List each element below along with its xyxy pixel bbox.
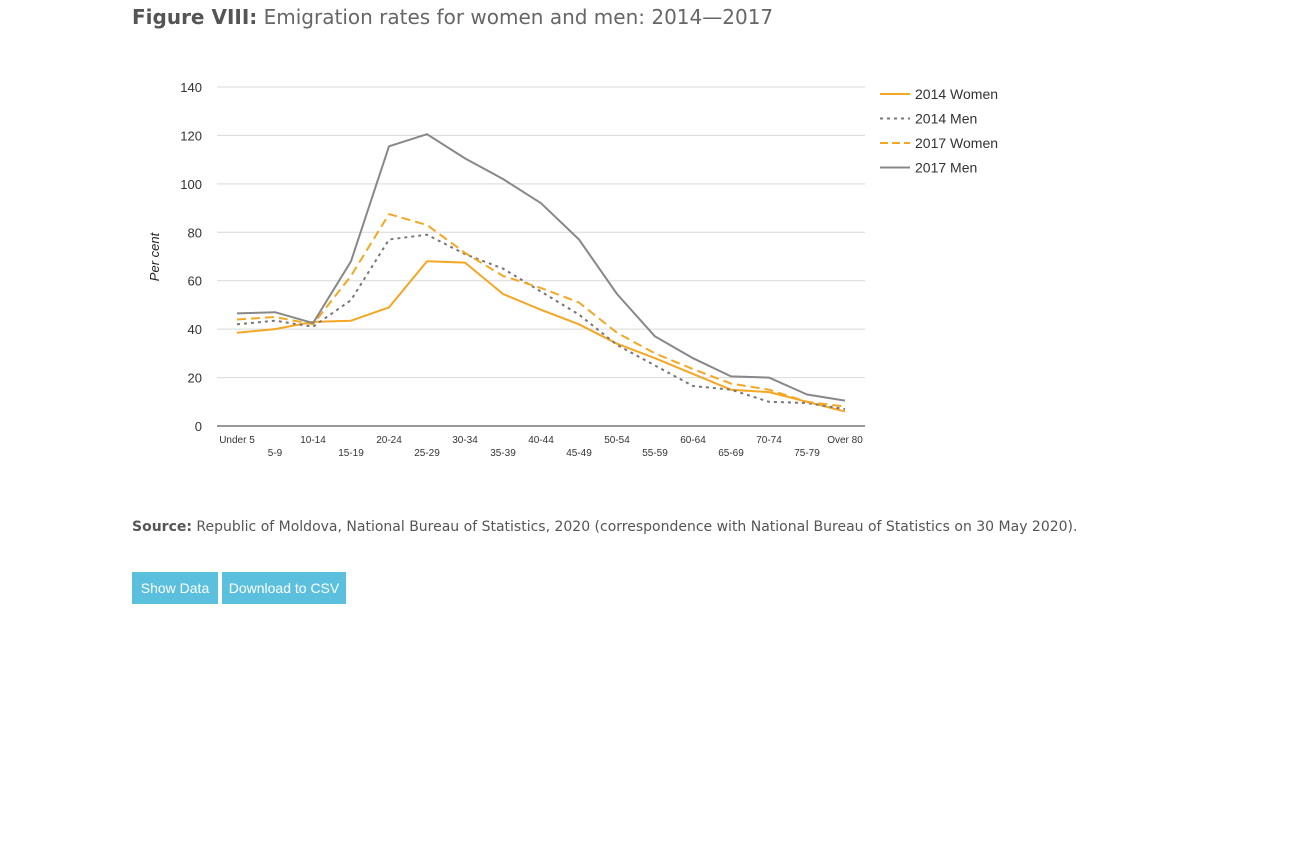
figure-title-text: Emigration rates for women and men: 2014… [263,5,774,29]
x-tick-label: Over 80 [827,435,863,446]
source-note: Source: Republic of Moldova, National Bu… [132,519,1077,535]
y-tick-label: 100 [180,177,202,192]
legend-label: 2017 Women [915,135,998,151]
y-tick-label: 120 [180,128,202,143]
y-tick-label: 140 [180,80,202,95]
legend-label: 2014 Women [915,86,998,102]
legend-label: 2014 Men [915,111,977,127]
x-tick-label: 55-59 [642,448,668,459]
series-line [236,233,846,411]
series-lines [236,133,846,413]
figure-label: Figure VIII: [132,5,258,29]
series-line [236,133,846,402]
line-chart: 0 20 40 60 80 100 120 140 Under 5 5-9 10-14 15-19 2… [147,80,998,459]
y-axis-label: Per cent [147,231,162,281]
source-label: Source: [132,519,192,535]
y-tick-label: 60 [188,274,202,289]
series-line [236,213,846,408]
show-data-button[interactable]: Show Data [132,572,218,604]
x-tick-label: 35-39 [490,448,516,459]
download-csv-button[interactable]: Download to CSV [222,572,346,604]
x-tick-label: 45-49 [566,448,592,459]
y-tick-label: 80 [188,225,202,240]
action-buttons: Show Data Download to CSV [132,572,346,604]
figure-title: Figure VIII: Emigration rates for women … [132,5,773,29]
x-axis: Under 5 5-9 10-14 15-19 20-24 25-29 30-34 35-39… [217,425,865,459]
x-tick-label: Under 5 [219,435,255,446]
y-axis: 0 20 40 60 80 100 120 140 [180,80,202,434]
x-tick-label: 60-64 [680,435,706,446]
x-tick-label: 65-69 [718,448,744,459]
x-tick-label: 25-29 [414,448,440,459]
x-tick-label: 15-19 [338,448,364,459]
y-tick-label: 40 [188,322,202,337]
x-tick-label: 50-54 [604,435,630,446]
x-tick-label: 10-14 [300,435,326,446]
source-text: Republic of Moldova, National Bureau of … [196,519,1078,535]
x-tick-label: 40-44 [528,435,554,446]
series-line [236,260,846,413]
x-tick-label: 5-9 [268,448,283,459]
x-tick-label: 70-74 [756,435,782,446]
y-tick-label: 20 [188,371,202,386]
y-tick-label: 0 [195,419,202,434]
x-tick-label: 30-34 [452,435,478,446]
chart-legend: 2014 Women 2014 Men 2017 Women 2017 Men [880,86,998,176]
chart-grid [217,86,865,379]
x-tick-label: 75-79 [794,448,820,459]
x-tick-label: 20-24 [376,435,402,446]
legend-label: 2017 Men [915,160,977,176]
